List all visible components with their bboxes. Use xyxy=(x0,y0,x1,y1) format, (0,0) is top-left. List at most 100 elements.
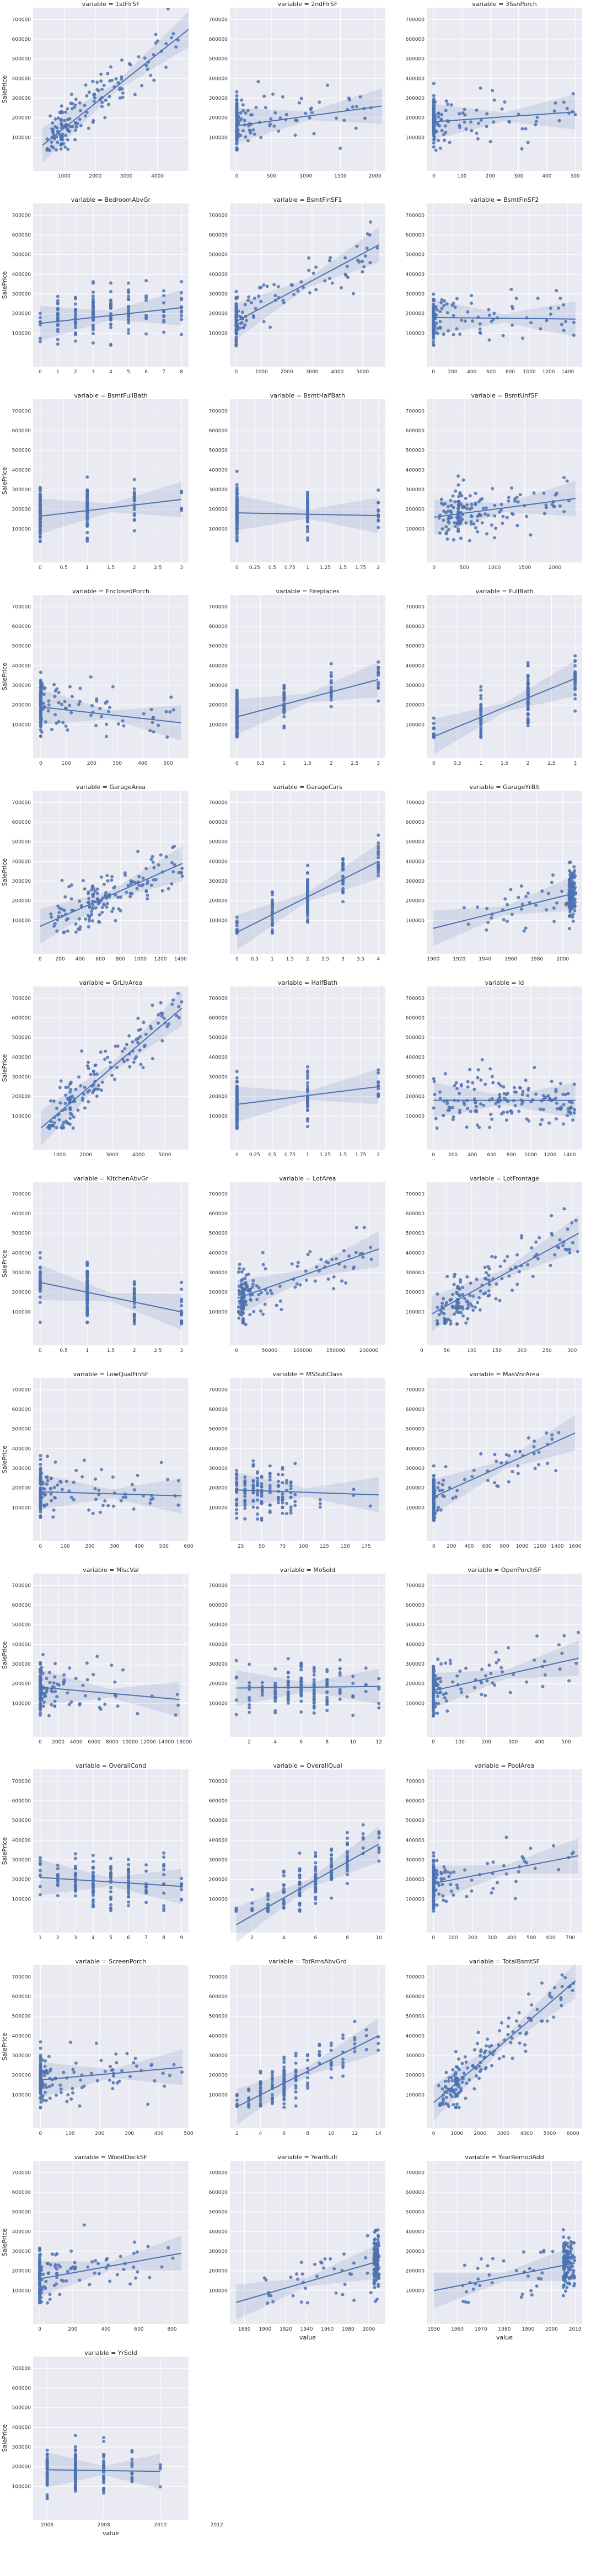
data-point xyxy=(533,1066,536,1070)
data-point xyxy=(152,78,156,82)
data-point xyxy=(470,294,474,298)
y-tick-label: 400000 xyxy=(12,663,31,669)
data-point xyxy=(58,110,62,114)
data-point xyxy=(103,1058,107,1061)
data-point xyxy=(127,314,131,318)
facet-svg: variable = EnclosedPorch1000002000003000… xyxy=(1,588,189,766)
data-point xyxy=(516,500,520,504)
data-point xyxy=(132,1060,136,1064)
data-point xyxy=(534,903,538,907)
data-point xyxy=(282,707,286,711)
data-point xyxy=(524,1078,528,1082)
data-point xyxy=(521,336,525,340)
x-tick-label: 1000 xyxy=(255,369,268,375)
y-tick-label: 700000 xyxy=(406,1192,425,1197)
data-point xyxy=(99,715,103,718)
data-point xyxy=(506,903,509,906)
data-point xyxy=(162,330,166,334)
data-point xyxy=(487,1273,491,1277)
data-point xyxy=(377,1068,380,1072)
y-tick-label: 100000 xyxy=(406,1505,425,1511)
x-tick-label: 300 xyxy=(112,761,122,766)
data-point xyxy=(526,141,530,144)
data-point xyxy=(77,1075,81,1079)
data-point xyxy=(537,1463,541,1467)
data-point xyxy=(306,890,309,894)
data-point xyxy=(442,304,446,308)
data-point xyxy=(260,1291,264,1295)
data-point xyxy=(352,1488,356,1491)
data-point xyxy=(110,1663,114,1667)
y-tick-label: 600000 xyxy=(209,1407,228,1413)
data-point xyxy=(113,1680,117,1684)
data-point xyxy=(39,1457,42,1461)
plot-background xyxy=(427,986,582,1150)
data-point xyxy=(364,1689,368,1693)
y-tick-label: 600000 xyxy=(12,233,31,238)
data-point xyxy=(455,327,459,331)
data-point xyxy=(436,326,440,330)
data-point xyxy=(446,1108,450,1112)
data-point xyxy=(235,1511,239,1515)
data-point xyxy=(533,1439,536,1443)
data-point xyxy=(511,323,514,327)
y-tick-label: 500000 xyxy=(209,644,228,650)
facet-svg: variable = MoSold10000020000030000040000… xyxy=(209,1566,385,1745)
y-tick-label: 400000 xyxy=(406,468,425,473)
x-tick-label: 1400 xyxy=(174,957,187,962)
x-tick-label: 8 xyxy=(325,1740,329,1745)
data-point xyxy=(64,724,68,728)
data-point xyxy=(85,1302,89,1306)
x-tick-label: 75 xyxy=(280,1544,286,1549)
data-point xyxy=(276,1495,280,1499)
data-point xyxy=(306,871,309,875)
data-point xyxy=(550,1080,554,1083)
data-point xyxy=(526,1088,530,1092)
y-tick-label: 400000 xyxy=(406,1251,425,1256)
data-point xyxy=(237,1305,240,1309)
data-point xyxy=(38,489,42,492)
y-tick-label: 200000 xyxy=(12,1290,31,1296)
data-point xyxy=(131,880,135,884)
regression-line xyxy=(433,892,576,929)
data-point xyxy=(60,1488,64,1491)
data-point xyxy=(304,1269,308,1273)
data-point xyxy=(242,1282,246,1286)
data-point xyxy=(487,1294,491,1297)
data-point xyxy=(490,523,493,527)
data-point xyxy=(246,298,250,302)
data-point xyxy=(282,726,286,730)
data-point xyxy=(329,698,333,702)
data-point xyxy=(476,1068,480,1072)
data-point xyxy=(477,1296,481,1300)
data-point xyxy=(105,873,109,877)
data-point xyxy=(462,505,466,509)
x-tick-label: 4000 xyxy=(70,1740,83,1745)
data-point xyxy=(251,1505,255,1509)
data-point xyxy=(518,493,522,497)
data-point xyxy=(270,908,274,912)
x-tick-label: 0 xyxy=(235,369,238,375)
data-point xyxy=(270,928,274,932)
data-point xyxy=(235,108,239,111)
y-tick-label: 200000 xyxy=(406,1290,425,1296)
data-point xyxy=(95,1072,99,1076)
data-point xyxy=(243,1504,247,1507)
y-tick-label: 600000 xyxy=(12,428,31,434)
data-point xyxy=(510,304,514,308)
data-point xyxy=(101,1504,105,1507)
data-point xyxy=(550,1233,554,1237)
regression-line xyxy=(237,1086,379,1105)
x-tick-label: 0.5 xyxy=(256,761,264,766)
data-point xyxy=(144,315,148,319)
data-point xyxy=(377,509,380,513)
data-point xyxy=(455,1291,459,1295)
y-tick-label: 200000 xyxy=(12,899,31,904)
data-point xyxy=(56,342,60,346)
data-point xyxy=(56,337,60,341)
data-point xyxy=(440,1488,444,1492)
data-point xyxy=(513,1104,517,1108)
data-point xyxy=(99,1511,103,1515)
facet-BsmtFinSF2: variable = BsmtFinSF2 100000 200000 300000 4… xyxy=(394,196,590,391)
data-point xyxy=(141,1066,145,1070)
